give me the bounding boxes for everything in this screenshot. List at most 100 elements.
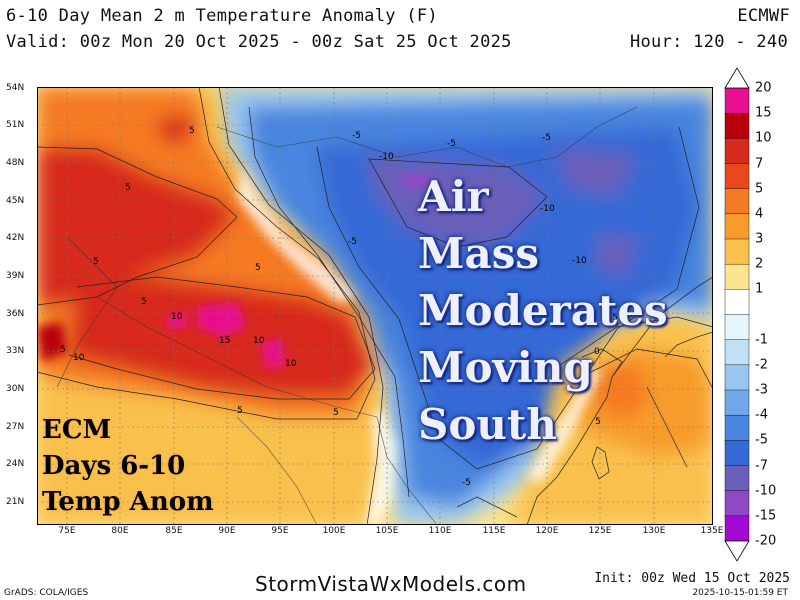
map-caption: ECM Days 6-10 Temp Anom xyxy=(42,412,214,520)
coastlines xyxy=(456,276,713,525)
lon-label: 135E xyxy=(700,526,724,536)
colorbar-label: 1 xyxy=(755,281,764,297)
colorbar-label: 2 xyxy=(755,256,764,272)
headline-line: Air xyxy=(418,172,489,221)
caption-line: ECM xyxy=(42,415,112,445)
colorbar-swatch xyxy=(724,138,750,165)
borders xyxy=(56,106,638,525)
lat-label: 51N xyxy=(6,120,25,130)
colorbar-label: -5 xyxy=(755,432,768,448)
colorbar-swatch xyxy=(724,188,750,215)
lon-label: 105E xyxy=(375,526,399,536)
contour-label: 10 xyxy=(285,359,297,369)
map-frame xyxy=(37,87,713,525)
contour-label: 15 xyxy=(219,336,230,346)
contour-label: -5 xyxy=(447,139,456,149)
lon-label: 95E xyxy=(271,526,289,536)
contour-label: 5 xyxy=(60,345,66,355)
colorbar-swatch xyxy=(724,263,750,291)
colorbar-label: 10 xyxy=(755,130,772,146)
lat-label: 42N xyxy=(6,233,25,243)
colorbar-swatch xyxy=(724,314,750,341)
colorbar-swatch xyxy=(724,289,750,316)
colorbar-label: 5 xyxy=(755,181,764,197)
colorbar-swatch xyxy=(724,440,750,467)
contour-label: 5 xyxy=(189,126,195,136)
valid-period: Valid: 00z Mon 20 Oct 2025 - 00z Sat 25 … xyxy=(6,32,512,52)
contour-label: 5 xyxy=(237,406,243,416)
colorbar-label: -10 xyxy=(755,483,777,499)
contour-label: -10 xyxy=(572,256,587,266)
init-time: Init: 00z Wed 15 Oct 2025 xyxy=(594,571,790,586)
map-canvas: 5 5 5 5 10 10 15 10 10 5 5 5 5 -5 -5 -10… xyxy=(37,87,713,525)
colorbar-bottom-arrow xyxy=(724,540,750,562)
colorbar-swatch xyxy=(724,163,750,190)
contour-label: 10 xyxy=(171,312,183,322)
colorbar-swatch xyxy=(724,515,750,542)
lat-label: 36N xyxy=(6,309,25,319)
colorbar-swatch xyxy=(724,389,750,416)
caption-line: Temp Anom xyxy=(42,487,214,517)
colorbar-swatch xyxy=(724,238,750,265)
lon-label: 110E xyxy=(428,526,452,536)
colorbar-label: -1 xyxy=(755,332,768,348)
render-timestamp: 2025-10-15-01:59 ET xyxy=(692,588,788,598)
lon-label: 90E xyxy=(218,526,236,536)
colorbar-label: -20 xyxy=(755,533,777,549)
contour-label: 5 xyxy=(125,183,131,193)
site-credit: StormVistaWxModels.com xyxy=(255,572,527,596)
lat-label: 48N xyxy=(6,158,25,168)
contour-label: 10 xyxy=(73,353,85,363)
contour-label: -10 xyxy=(540,204,555,214)
contour-label: 0 xyxy=(594,347,600,357)
colorbar-label: -2 xyxy=(755,357,768,373)
colorbar-label: -4 xyxy=(755,407,768,423)
lat-label: 21N xyxy=(6,497,25,507)
contour-label: 5 xyxy=(93,257,99,267)
forecast-hours: Hour: 120 - 240 xyxy=(629,32,788,52)
colorbar xyxy=(724,67,750,562)
map-title: 6-10 Day Mean 2 m Temperature Anomaly (F… xyxy=(6,6,438,26)
model-name: ECMWF xyxy=(737,6,790,26)
cold-anomaly-region xyxy=(217,87,713,525)
colorbar-swatch xyxy=(724,414,750,442)
colorbar-swatch xyxy=(724,490,750,517)
lat-label: 27N xyxy=(6,422,25,432)
caption-line: Days 6-10 xyxy=(42,451,186,481)
contour-label: -5 xyxy=(542,133,551,143)
graticule xyxy=(37,87,713,525)
colorbar-top-arrow xyxy=(724,67,750,89)
headline-line: South xyxy=(418,400,557,449)
lat-label: 24N xyxy=(6,459,25,469)
lon-label: 80E xyxy=(111,526,129,536)
colorbar-label: 4 xyxy=(755,206,764,222)
colorbar-label: 7 xyxy=(755,156,764,171)
lon-label: 85E xyxy=(165,526,183,536)
contour-label: 5 xyxy=(333,408,339,418)
colorbar-label: -15 xyxy=(755,508,777,524)
lon-label: 130E xyxy=(642,526,666,536)
headline-line: Moving xyxy=(418,343,593,392)
contour-label: -5 xyxy=(609,313,618,323)
contour-label: -5 xyxy=(352,131,361,141)
colorbar-swatch xyxy=(724,87,750,114)
grads-credit: GrADS: COLA/IGES xyxy=(4,588,89,598)
lon-label: 125E xyxy=(588,526,612,536)
lat-label: 39N xyxy=(6,271,25,281)
contour-label: 10 xyxy=(253,336,265,346)
contour-label: -5 xyxy=(348,237,357,247)
colorbar-label: 15 xyxy=(755,105,772,121)
lat-label: 33N xyxy=(6,346,25,356)
colorbar-swatch xyxy=(724,465,750,492)
lon-label: 115E xyxy=(482,526,506,536)
colorbar-label: -7 xyxy=(755,458,768,473)
headline-overlay: Air Mass Moderates Moving South xyxy=(418,168,668,453)
contour-label: -10 xyxy=(379,152,394,162)
lon-label: 100E xyxy=(322,526,346,536)
contour-label: 5 xyxy=(595,417,601,427)
contour-labels: 5 5 5 5 10 10 15 10 10 5 5 5 5 -5 -5 -10… xyxy=(60,126,618,488)
lon-label: 120E xyxy=(535,526,559,536)
colorbar-swatch xyxy=(724,112,750,140)
lat-label: 45N xyxy=(6,196,25,206)
colorbar-swatch xyxy=(724,364,750,391)
